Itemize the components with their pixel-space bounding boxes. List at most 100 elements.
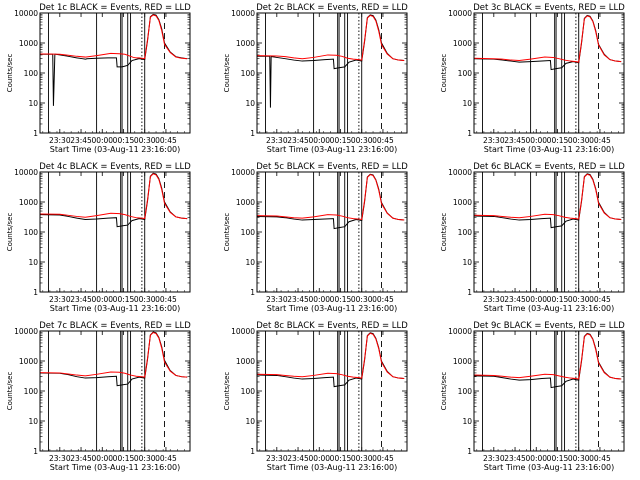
chart-panel-4: Det 4c BLACK = Events, RED = LLD Counts/s… [6, 162, 191, 313]
x-tick-label: 23:45 [70, 295, 92, 304]
x-tick-label: 00:15 [330, 295, 352, 304]
y-tick-label: 100 [241, 228, 256, 237]
x-tick-label: 00:00 [308, 136, 330, 145]
x-tick-label: 23:30 [49, 136, 71, 145]
y-tick-label: 100 [24, 69, 39, 78]
x-tick-label: 00:00 [91, 295, 113, 304]
x-tick-label: 00:15 [547, 295, 569, 304]
x-tick-label: 23:30 [483, 136, 505, 145]
x-tick-label: 00:00 [308, 454, 330, 463]
x-tick-label: 00:45 [589, 454, 611, 463]
plot-area [40, 13, 188, 133]
y-tick-label: 10000 [14, 9, 38, 18]
y-tick-label: 100 [458, 69, 473, 78]
x-tick-label: 00:00 [308, 295, 330, 304]
x-tick-label: 00:45 [589, 136, 611, 145]
chart-panel-1: Det 1c BLACK = Events, RED = LLD Counts/s… [6, 3, 191, 154]
x-axis-label: Start Time (03-Aug-11 23:16:00) [267, 145, 398, 154]
x-tick-label: 00:45 [589, 295, 611, 304]
x-axis-label: Start Time (03-Aug-11 23:16:00) [484, 304, 615, 313]
y-axis-label: Counts/sec [223, 372, 231, 411]
x-tick-label: 00:45 [155, 136, 177, 145]
y-tick-label: 10 [28, 99, 38, 108]
x-tick-label: 00:00 [525, 136, 547, 145]
x-tick-label: 00:30 [568, 295, 590, 304]
y-axis-label: Counts/sec [440, 372, 448, 411]
plot-area [257, 13, 405, 133]
y-tick-label: 10 [462, 258, 472, 267]
y-tick-label: 10 [462, 417, 472, 426]
y-tick-label: 10000 [231, 9, 255, 18]
chart-title: Det 8c BLACK = Events, RED = LLD [256, 321, 408, 331]
series-lld-line [474, 333, 622, 380]
x-tick-label: 23:45 [287, 295, 309, 304]
plot-frame [473, 171, 625, 293]
x-tick-label: 00:15 [113, 454, 135, 463]
chart-title: Det 2c BLACK = Events, RED = LLD [256, 3, 408, 13]
y-tick-label: 1 [467, 447, 472, 456]
y-tick-label: 1 [467, 129, 472, 138]
chart-title: Det 6c BLACK = Events, RED = LLD [473, 162, 625, 172]
y-tick-label: 10 [245, 99, 255, 108]
y-tick-label: 10000 [448, 327, 472, 336]
y-tick-label: 10000 [14, 168, 38, 177]
y-tick-label: 1 [467, 288, 472, 297]
y-tick-label: 10000 [14, 327, 38, 336]
y-axis-label: Counts/sec [440, 213, 448, 252]
x-axis-label: Start Time (03-Aug-11 23:16:00) [267, 463, 398, 472]
y-tick-label: 10 [245, 258, 255, 267]
x-tick-label: 00:30 [134, 136, 156, 145]
plot-area [474, 13, 622, 133]
x-tick-label: 23:45 [504, 454, 526, 463]
x-tick-label: 23:45 [70, 454, 92, 463]
y-tick-label: 1 [33, 129, 38, 138]
chart-title: Det 1c BLACK = Events, RED = LLD [39, 3, 191, 13]
y-tick-label: 100 [241, 69, 256, 78]
plot-area [257, 172, 405, 292]
x-tick-label: 23:30 [49, 295, 71, 304]
series-lld-line [257, 174, 405, 221]
y-axis-label: Counts/sec [223, 54, 231, 93]
y-tick-label: 1000 [453, 357, 472, 366]
y-tick-label: 1000 [453, 198, 472, 207]
x-tick-label: 00:45 [372, 136, 394, 145]
x-axis-label: Start Time (03-Aug-11 23:16:00) [50, 304, 181, 313]
y-tick-label: 10 [28, 258, 38, 267]
series-lld-line [257, 332, 405, 380]
y-tick-label: 10000 [231, 327, 255, 336]
y-tick-label: 100 [24, 387, 39, 396]
y-tick-label: 10 [245, 417, 255, 426]
x-tick-label: 00:30 [351, 136, 373, 145]
y-tick-label: 1 [250, 447, 255, 456]
x-tick-label: 00:30 [351, 454, 373, 463]
plot-frame [256, 12, 408, 134]
chart-title: Det 5c BLACK = Events, RED = LLD [256, 162, 408, 172]
y-tick-label: 100 [24, 228, 39, 237]
plot-frame [473, 12, 625, 134]
y-tick-label: 1000 [236, 357, 255, 366]
x-tick-label: 00:00 [91, 454, 113, 463]
x-tick-label: 00:45 [155, 454, 177, 463]
x-tick-label: 23:45 [504, 295, 526, 304]
x-tick-label: 23:45 [70, 136, 92, 145]
x-tick-label: 23:30 [266, 136, 288, 145]
x-tick-label: 00:00 [91, 136, 113, 145]
y-tick-label: 1000 [19, 39, 38, 48]
x-tick-label: 23:30 [483, 295, 505, 304]
x-tick-label: 00:30 [568, 454, 590, 463]
chart-panel-7: Det 7c BLACK = Events, RED = LLD Counts/s… [6, 321, 191, 472]
y-axis-label: Counts/sec [6, 372, 14, 411]
series-lld-line [40, 14, 188, 60]
chart-panel-2: Det 2c BLACK = Events, RED = LLD Counts/s… [223, 3, 408, 154]
y-axis-label: Counts/sec [6, 54, 14, 93]
series-lld-line [474, 15, 622, 63]
x-tick-label: 00:45 [372, 454, 394, 463]
chart-panel-5: Det 5c BLACK = Events, RED = LLD Counts/s… [223, 162, 408, 313]
x-tick-label: 00:15 [547, 454, 569, 463]
y-axis-label: Counts/sec [223, 213, 231, 252]
chart-title: Det 4c BLACK = Events, RED = LLD [39, 162, 191, 172]
x-axis-label: Start Time (03-Aug-11 23:16:00) [484, 145, 615, 154]
x-tick-label: 23:30 [266, 295, 288, 304]
x-tick-label: 23:30 [266, 454, 288, 463]
